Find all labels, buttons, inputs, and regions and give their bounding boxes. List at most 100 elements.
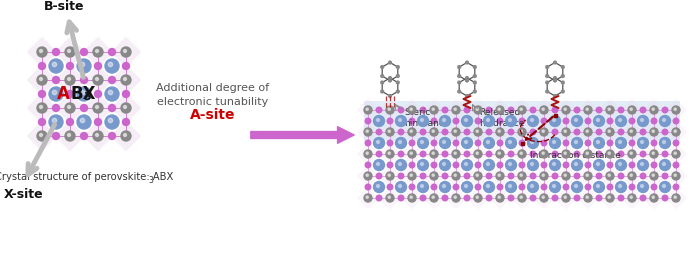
Circle shape: [365, 118, 371, 124]
Circle shape: [574, 173, 580, 179]
Polygon shape: [489, 99, 512, 122]
Circle shape: [376, 151, 382, 157]
Circle shape: [673, 140, 679, 146]
Circle shape: [452, 194, 460, 202]
Circle shape: [52, 76, 60, 83]
Circle shape: [519, 118, 525, 124]
Circle shape: [628, 150, 636, 158]
Circle shape: [562, 172, 570, 180]
Circle shape: [474, 150, 482, 158]
Circle shape: [505, 160, 517, 171]
Polygon shape: [598, 186, 622, 209]
Circle shape: [584, 106, 592, 114]
Circle shape: [596, 185, 599, 188]
Circle shape: [458, 81, 461, 84]
Circle shape: [638, 137, 648, 148]
Polygon shape: [664, 186, 687, 209]
Circle shape: [420, 129, 426, 135]
Circle shape: [417, 181, 428, 193]
Circle shape: [398, 195, 404, 201]
Circle shape: [37, 103, 47, 113]
Circle shape: [596, 195, 602, 201]
Circle shape: [52, 104, 60, 111]
Circle shape: [430, 150, 438, 158]
Polygon shape: [55, 93, 85, 123]
Circle shape: [650, 172, 658, 180]
Polygon shape: [400, 143, 424, 165]
Circle shape: [528, 160, 538, 171]
Circle shape: [606, 194, 614, 202]
Circle shape: [584, 150, 592, 158]
Circle shape: [541, 162, 547, 168]
Polygon shape: [621, 165, 643, 187]
Circle shape: [417, 115, 428, 127]
Circle shape: [585, 118, 591, 124]
Text: 3: 3: [148, 176, 153, 185]
Circle shape: [674, 174, 676, 176]
Circle shape: [630, 196, 632, 199]
Circle shape: [388, 130, 391, 132]
Circle shape: [518, 106, 526, 114]
Circle shape: [458, 74, 461, 77]
Circle shape: [518, 128, 526, 136]
Circle shape: [442, 185, 445, 188]
Circle shape: [662, 118, 666, 122]
Circle shape: [123, 50, 127, 53]
Circle shape: [586, 108, 589, 110]
Circle shape: [540, 128, 548, 136]
Circle shape: [546, 66, 549, 68]
Circle shape: [432, 196, 435, 199]
Circle shape: [562, 106, 570, 114]
Circle shape: [67, 78, 71, 81]
Circle shape: [498, 152, 500, 154]
Circle shape: [388, 108, 391, 110]
Circle shape: [398, 118, 402, 122]
Circle shape: [615, 160, 626, 171]
Circle shape: [386, 106, 394, 114]
Circle shape: [650, 194, 658, 202]
Circle shape: [531, 162, 533, 165]
Circle shape: [619, 118, 622, 122]
Circle shape: [410, 140, 415, 146]
Circle shape: [542, 108, 545, 110]
Circle shape: [652, 108, 654, 110]
Circle shape: [484, 160, 494, 171]
Circle shape: [628, 106, 636, 114]
Circle shape: [442, 173, 448, 179]
Circle shape: [638, 160, 648, 171]
Circle shape: [596, 118, 599, 122]
Circle shape: [619, 162, 622, 165]
Circle shape: [652, 174, 654, 176]
Text: Interaction distance: Interaction distance: [530, 151, 621, 160]
Circle shape: [629, 184, 635, 190]
Circle shape: [452, 128, 460, 136]
Circle shape: [476, 152, 478, 154]
Circle shape: [596, 129, 602, 135]
Circle shape: [465, 162, 468, 165]
Circle shape: [39, 106, 43, 109]
Circle shape: [65, 131, 75, 141]
Circle shape: [461, 160, 472, 171]
Circle shape: [594, 181, 605, 193]
Polygon shape: [423, 121, 445, 143]
Circle shape: [640, 151, 646, 157]
Circle shape: [440, 160, 451, 171]
Circle shape: [530, 195, 536, 201]
Circle shape: [430, 172, 438, 180]
Circle shape: [431, 118, 437, 124]
Circle shape: [674, 152, 676, 154]
Circle shape: [408, 172, 416, 180]
Circle shape: [606, 106, 614, 114]
Polygon shape: [111, 37, 141, 67]
Circle shape: [381, 81, 384, 84]
Circle shape: [65, 103, 75, 113]
Circle shape: [674, 130, 676, 132]
Circle shape: [440, 181, 451, 193]
Circle shape: [562, 128, 570, 136]
Circle shape: [108, 76, 116, 83]
Circle shape: [410, 118, 415, 124]
Circle shape: [432, 152, 435, 154]
Circle shape: [630, 130, 632, 132]
Circle shape: [608, 174, 610, 176]
Circle shape: [442, 195, 448, 201]
